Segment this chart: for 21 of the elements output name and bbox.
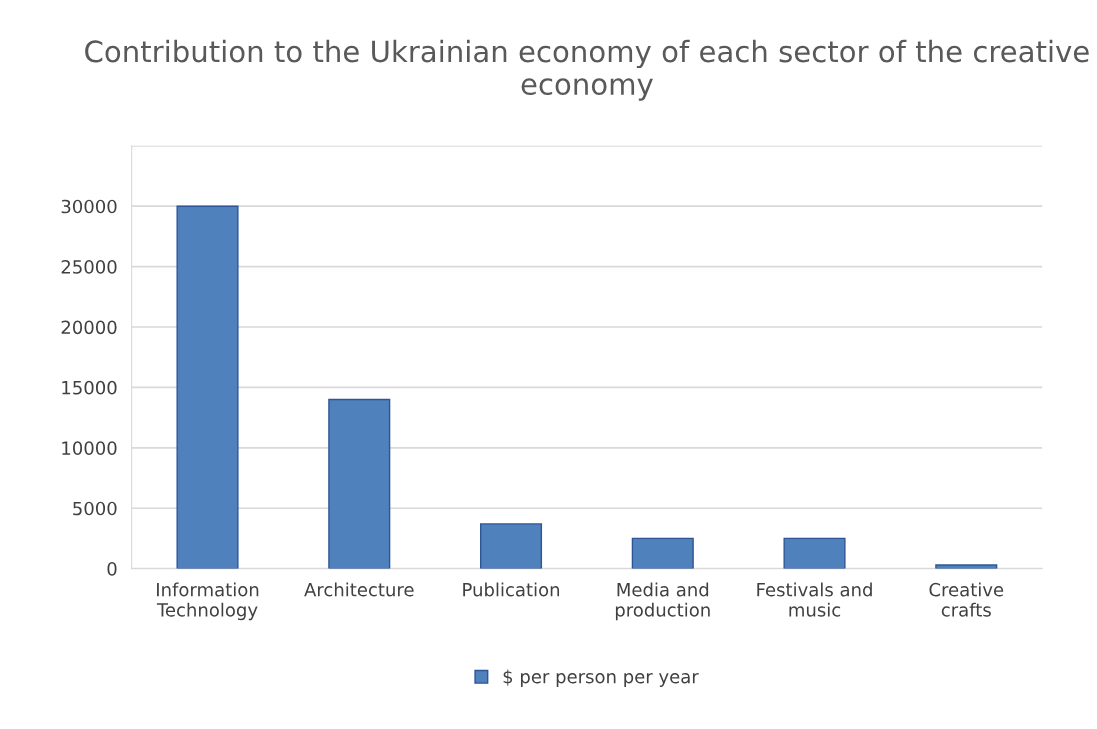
bar — [935, 564, 998, 569]
y-tick-label: 25000 — [61, 260, 117, 274]
x-tick-label: Publication — [463, 582, 560, 597]
bar — [176, 205, 239, 569]
y-tick-label: 0 — [107, 562, 117, 576]
x-tick-label: Architecture — [304, 582, 414, 597]
legend-label: $ per person per year — [503, 669, 699, 687]
y-tick-label: 30000 — [61, 199, 117, 214]
bar — [783, 537, 846, 569]
y-tick-label: 15000 — [62, 380, 117, 395]
x-tick-label: Festivals and music — [757, 582, 872, 617]
y-tick-label: 20000 — [61, 320, 117, 335]
bar — [479, 523, 543, 569]
bar — [328, 398, 391, 569]
chart-title: Contribution to the Ukrainian economy of each sector of the creative economy — [85, 39, 1089, 101]
y-tick-label: 5000 — [73, 501, 117, 516]
y-tick-label: 10000 — [62, 441, 117, 455]
x-tick-label: Creative crafts — [929, 582, 1004, 617]
x-tick-label: Information Technology — [156, 582, 259, 621]
bar — [631, 537, 694, 569]
x-tick-label: Media and production — [615, 582, 710, 621]
